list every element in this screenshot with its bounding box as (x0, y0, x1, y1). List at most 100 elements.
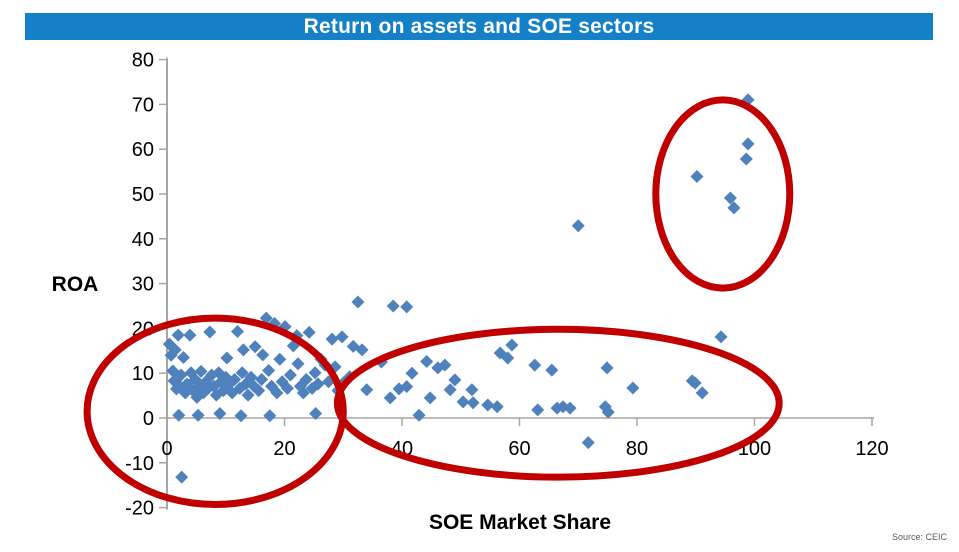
scatter-point (302, 325, 316, 339)
scatter-point (723, 191, 737, 205)
scatter-point (571, 219, 585, 233)
x-tick-label: 120 (855, 438, 888, 460)
scatter-point (213, 407, 227, 421)
scatter-point (171, 328, 185, 342)
scatter-point (528, 358, 542, 372)
scatter-point (351, 295, 365, 309)
scatter-point (423, 391, 437, 405)
scatter-point (601, 405, 615, 419)
scatter-point (714, 330, 728, 344)
scatter-point (263, 409, 277, 423)
scatter-point (174, 368, 188, 382)
scatter-point (191, 408, 205, 422)
scatter-point (308, 366, 322, 380)
scatter-point (194, 364, 208, 378)
scatter-point (400, 380, 414, 394)
scatter-point (690, 170, 704, 184)
y-tick-label: -10 (125, 453, 154, 475)
y-tick-label: 80 (132, 50, 154, 72)
scatter-point (262, 364, 276, 378)
scatter-point (248, 340, 262, 354)
scatter-point (545, 363, 559, 377)
y-tick-label: 30 (132, 274, 154, 296)
cluster-ellipse-high-soe-high-roa-cluster (652, 96, 794, 292)
scatter-point (386, 299, 400, 313)
title-banner: Return on assets and SOE sectors (25, 13, 933, 40)
scatter-point (247, 379, 261, 393)
scatter-point (311, 377, 325, 391)
cluster-ellipse-mid-soe-share-cluster (333, 325, 783, 481)
y-tick-label: 40 (132, 229, 154, 251)
scatter-point (465, 383, 479, 397)
y-tick-label: 0 (143, 408, 154, 430)
scatter-point (501, 351, 515, 365)
scatter-point (695, 386, 709, 400)
scatter-point (335, 330, 349, 344)
scatter-point (231, 325, 244, 339)
cluster-ellipse-low-soe-share-cluster (83, 314, 347, 508)
x-axis-title: SOE Market Share (428, 511, 612, 534)
scatter-point (309, 407, 323, 421)
y-tick-label: 10 (132, 363, 154, 385)
scatter-point (228, 372, 242, 386)
scatter-point (741, 137, 755, 151)
scatter-point (531, 403, 545, 417)
scatter-point (273, 352, 287, 366)
scatter-point (405, 366, 419, 380)
x-tick-label: 20 (273, 438, 295, 460)
scatter-point (360, 383, 374, 397)
scatter-point (490, 400, 504, 414)
x-tick-label: 60 (508, 438, 530, 460)
scatter-point (325, 332, 339, 346)
scatter-point (234, 409, 248, 423)
scatter-point (355, 343, 369, 357)
scatter-point (299, 372, 313, 386)
scatter-point (688, 376, 702, 390)
scatter-point (600, 361, 614, 375)
scatter-point (241, 388, 255, 402)
scatter-point (172, 408, 186, 422)
scatter-point (235, 366, 249, 380)
scatter-point (481, 398, 495, 412)
scatter-point (255, 372, 269, 386)
scatter-point (456, 395, 470, 409)
y-tick-label: 50 (132, 184, 154, 206)
scatter-point (270, 386, 284, 400)
scatter-point (400, 300, 414, 314)
scatter-point (438, 358, 452, 372)
scatter-point (626, 381, 640, 395)
scatter-point (168, 343, 182, 357)
scatter-point (581, 436, 595, 450)
scatter-point (291, 357, 305, 371)
scatter-point (256, 348, 270, 362)
scatter-point (563, 401, 577, 415)
scatter-point (420, 355, 434, 369)
scatter-point (727, 201, 741, 215)
scatter-point (244, 370, 258, 384)
scatter-point (412, 408, 426, 422)
scatter-point (280, 381, 294, 395)
scatter-point (175, 470, 189, 484)
x-tick-label: 80 (626, 438, 648, 460)
scatter-point (203, 325, 217, 339)
scatter-point (236, 343, 250, 357)
scatter-point (252, 384, 266, 398)
scatter-point (383, 391, 397, 405)
scatter-point (443, 383, 457, 397)
scatter-point (505, 338, 519, 352)
y-axis-title: ROA (51, 273, 99, 296)
scatter-point (176, 351, 190, 365)
scatter-point (739, 152, 753, 166)
scatter-point (283, 368, 297, 382)
scatter-point (466, 396, 480, 410)
y-tick-label: 60 (132, 139, 154, 161)
y-tick-label: 70 (132, 94, 154, 116)
scatter-point (220, 351, 234, 365)
scatter-point (448, 373, 462, 387)
chart-title: Return on assets and SOE sectors (303, 14, 655, 38)
y-tick-label: -20 (125, 498, 154, 520)
source-note: Source: CEIC (891, 532, 947, 542)
scatter-point (183, 328, 197, 342)
